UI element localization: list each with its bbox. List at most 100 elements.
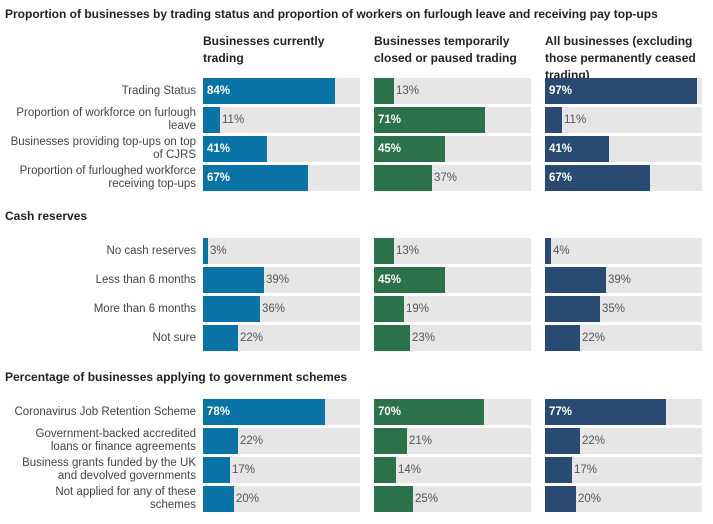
data-label: 35% [602,303,626,315]
bar-track: 84% [203,78,360,104]
bar-track: 35% [545,296,702,322]
column-header: Businesses currently trading [203,34,325,65]
bar-track: 13% [374,238,531,264]
data-label: 20% [578,493,602,505]
data-label: 67% [207,172,231,184]
row-label: Trading Status [121,84,196,97]
data-label: 37% [434,172,458,184]
bar [203,136,267,162]
bar-track: 25% [374,486,531,512]
bar-track: 77% [545,399,702,425]
bar-track: 41% [203,136,360,162]
data-label: 70% [378,406,402,418]
bar [545,165,650,191]
bar [545,428,580,454]
bar [545,296,600,322]
data-label: 39% [608,274,632,286]
data-label: 97% [549,85,573,97]
section-title: Proportion of businesses by trading stat… [5,7,658,21]
data-label: 45% [378,143,402,155]
bar [545,107,562,133]
data-label: 11% [564,114,587,126]
bar [203,486,234,512]
data-label: 17% [232,464,256,476]
row-label: No cash reserves [106,244,196,257]
bar [545,78,697,104]
data-label: 22% [240,332,264,344]
bar-track: 22% [545,428,702,454]
data-label: 21% [409,435,433,447]
bar [203,457,230,483]
bar-track: 67% [545,165,702,191]
data-label: 84% [207,85,231,97]
data-label: 14% [398,464,422,476]
bar [545,238,551,264]
row-label: Businesses providing top-ups on top of C… [10,136,196,161]
data-label: 45% [378,274,402,286]
bar [545,267,606,293]
bar [545,325,580,351]
data-label: 22% [582,332,606,344]
bar [203,267,264,293]
bar [545,457,572,483]
data-label: 13% [396,85,420,97]
bar-track: 45% [374,267,531,293]
bar [374,78,394,104]
bar [203,238,208,264]
data-label: 36% [262,303,286,315]
bar [545,399,666,425]
data-label: 25% [415,493,439,505]
bar-track: 17% [203,457,360,483]
bar [203,428,238,454]
bar-track: 41% [545,136,702,162]
bar-track: 13% [374,78,531,104]
bar-track: 23% [374,325,531,351]
row-label: Proportion of workforce on furlough leav… [16,107,196,132]
bar-track: 19% [374,296,531,322]
bar [374,486,413,512]
bar-track: 22% [203,325,360,351]
column-header: Businesses temporarily closed or paused … [374,34,517,65]
row-label: More than 6 months [93,302,196,315]
bar [203,78,335,104]
row-label: Proportion of furloughed workforce recei… [19,165,196,190]
bar [374,238,394,264]
bar-track: 11% [203,107,360,133]
data-label: 17% [574,464,598,476]
row-label: Less than 6 months [95,273,196,286]
bar [203,107,220,133]
bar-track: 70% [374,399,531,425]
data-label: 67% [549,172,573,184]
bar [374,296,404,322]
bar [374,457,396,483]
data-label: 41% [207,143,231,155]
bar [374,428,407,454]
row-label: Coronavirus Job Retention Scheme [14,405,196,418]
section-title: Cash reserves [5,209,88,223]
bar-track: 17% [545,457,702,483]
data-label: 19% [406,303,430,315]
section-title: Percentage of businesses applying to gov… [5,370,348,384]
data-label: 71% [378,114,402,126]
bar-track: 22% [203,428,360,454]
bar [374,165,432,191]
bar [374,107,485,133]
row-label: Government-backed accredited loans or fi… [35,428,196,453]
bar [374,267,445,293]
row-label: Not sure [152,331,196,344]
bar [203,399,325,425]
bar-track: 71% [374,107,531,133]
data-label: 41% [549,143,573,155]
bar-track: 45% [374,136,531,162]
bar-track: 97% [545,78,702,104]
bar [545,486,576,512]
bar [374,399,484,425]
row-label: Business grants funded by the UK and dev… [22,457,196,482]
bar-track: 14% [374,457,531,483]
data-label: 11% [222,114,245,126]
bar-track: 21% [374,428,531,454]
data-label: 22% [582,435,606,447]
data-label: 78% [207,406,231,418]
bar-track: 20% [545,486,702,512]
bar-track: 36% [203,296,360,322]
